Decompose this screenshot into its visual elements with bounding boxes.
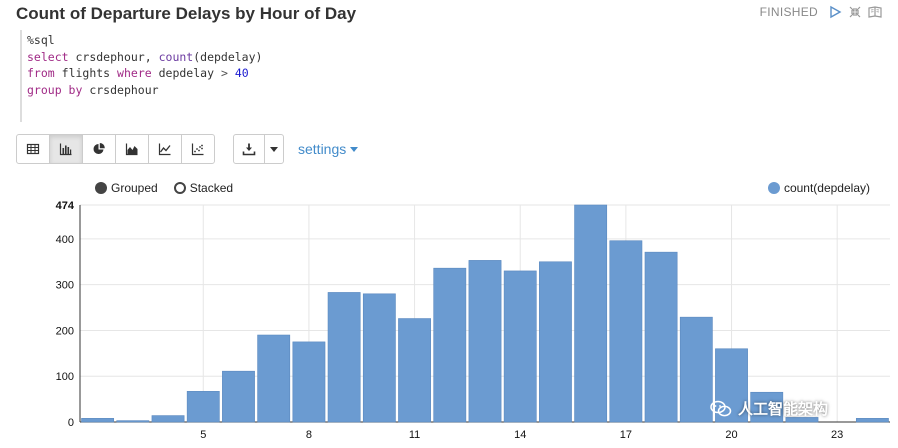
bar-chart: 0 100 200 300 400 474 5 8 11 14 17 20 23 xyxy=(56,200,890,441)
series-label: count(depdelay) xyxy=(783,181,870,195)
series-dot-icon xyxy=(767,182,780,194)
pie-chart-icon xyxy=(93,143,105,154)
bar xyxy=(715,348,748,423)
bar xyxy=(116,420,150,423)
download-group xyxy=(233,134,284,164)
view-type-group xyxy=(16,134,215,164)
chevron-down-icon xyxy=(270,146,278,152)
code-line-2: select crsdephour, count(depdelay) xyxy=(27,49,263,64)
grouped-option[interactable]: Grouped xyxy=(95,181,158,195)
status-label: FINISHED xyxy=(759,5,818,19)
settings-link[interactable]: settings xyxy=(298,141,359,157)
caret-down-icon xyxy=(350,146,359,152)
bar xyxy=(362,293,396,423)
code-line-3: from flights where depdelay > 40 xyxy=(27,66,249,80)
bar xyxy=(609,240,643,423)
bar xyxy=(257,334,291,423)
bar xyxy=(855,418,889,423)
series-legend[interactable]: count(depdelay) xyxy=(767,181,870,195)
code-line-4: group by crsdephour xyxy=(27,82,159,97)
bar xyxy=(292,341,326,423)
x-tick-label: 5 xyxy=(200,429,206,441)
bar xyxy=(81,418,115,423)
area-chart-view-button[interactable] xyxy=(115,134,149,164)
y-tick-label: 400 xyxy=(56,234,74,246)
bar xyxy=(151,415,185,423)
y-tick-label: 0 xyxy=(68,417,74,429)
paragraph-status-bar: FINISHED xyxy=(760,5,882,19)
download-button[interactable] xyxy=(233,134,265,164)
y-tick-label: 100 xyxy=(56,371,74,383)
x-tick-label: 17 xyxy=(620,429,632,441)
x-tick-label: 14 xyxy=(514,429,526,441)
code-line-1: %sql xyxy=(27,33,55,47)
paragraph-title: Count of Departure Delays by Hour of Day xyxy=(16,4,357,23)
play-icon[interactable] xyxy=(828,5,842,19)
table-view-button[interactable] xyxy=(16,134,50,164)
bar xyxy=(222,370,255,423)
wechat-icon xyxy=(710,400,732,416)
bar-chart-icon xyxy=(59,143,72,156)
bar xyxy=(186,391,220,423)
radio-empty-icon xyxy=(173,182,186,194)
pie-chart-view-button[interactable] xyxy=(82,134,116,164)
y-tick-label: 300 xyxy=(56,280,74,292)
settings-label: settings xyxy=(298,141,347,157)
radio-filled-icon xyxy=(95,182,107,194)
watermark: 人工智能架构 xyxy=(710,398,828,419)
x-tick-label: 8 xyxy=(306,429,312,441)
watermark-text: 人工智能架构 xyxy=(738,401,829,418)
grouped-label: Grouped xyxy=(111,181,158,195)
x-tick-label: 20 xyxy=(725,429,737,441)
area-chart-icon xyxy=(125,143,138,156)
scatter-chart-icon xyxy=(191,143,204,156)
bar-chart-view-button[interactable] xyxy=(49,134,83,164)
collapse-icon[interactable] xyxy=(848,5,862,19)
download-icon xyxy=(242,143,256,156)
x-tick-label: 11 xyxy=(409,429,420,441)
table-icon xyxy=(26,143,40,155)
bar xyxy=(750,391,784,423)
y-tick-label: 474 xyxy=(56,200,75,212)
bar xyxy=(539,261,572,423)
bar xyxy=(468,260,502,423)
bar xyxy=(574,204,608,423)
y-tick-label: 200 xyxy=(56,325,74,337)
bar xyxy=(785,417,819,423)
scatter-chart-view-button[interactable] xyxy=(181,134,215,164)
stacked-label: Stacked xyxy=(189,181,234,195)
line-chart-view-button[interactable] xyxy=(148,134,182,164)
x-tick-label: 23 xyxy=(831,429,843,441)
visualization-toolbar: settings xyxy=(16,134,359,164)
stacked-option[interactable]: Stacked xyxy=(173,181,234,195)
bar xyxy=(433,267,467,423)
bar xyxy=(503,270,537,423)
line-chart-icon xyxy=(158,143,171,156)
bar xyxy=(644,251,678,423)
chart-mode-legend: Grouped Stacked xyxy=(95,181,233,195)
bar xyxy=(327,292,361,423)
bar xyxy=(398,318,431,423)
bar xyxy=(679,316,713,423)
code-editor[interactable]: %sql select crsdephour, count(depdelay) … xyxy=(20,30,880,122)
book-icon[interactable] xyxy=(868,5,882,19)
download-dropdown-toggle[interactable] xyxy=(264,134,284,164)
